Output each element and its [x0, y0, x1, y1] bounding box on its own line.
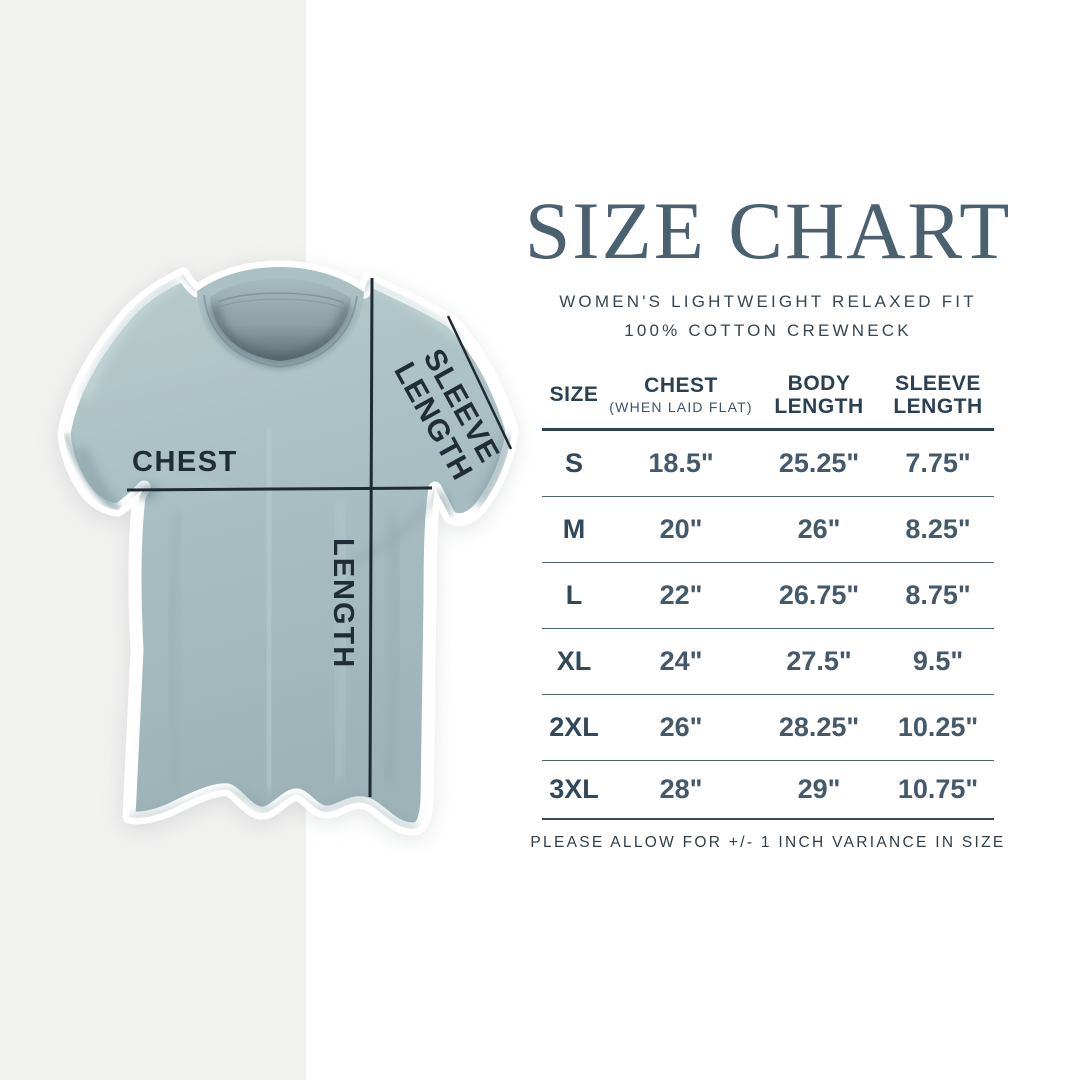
- size-cell: 2XL: [549, 712, 599, 742]
- table-row: M 20" 26" 8.25": [542, 497, 994, 563]
- chest-cell: 18.5": [648, 448, 714, 478]
- sleeve-length-cell: 10.25": [897, 712, 979, 742]
- column-header-chest: CHEST (WHEN LAID FLAT): [606, 374, 756, 415]
- size-cell: M: [562, 514, 586, 544]
- body-length-cell: 26": [797, 514, 841, 544]
- body-length-cell: 26.75": [778, 580, 860, 610]
- size-cell: L: [565, 580, 583, 610]
- body-length-cell: 28.25": [778, 712, 860, 742]
- column-header-chest-note: (WHEN LAID FLAT): [609, 399, 753, 416]
- sleeve-length-cell: 8.25": [905, 514, 971, 544]
- body-length-cell: 29": [797, 774, 841, 804]
- column-header-chest-label: CHEST: [644, 374, 718, 398]
- tshirt-outline: [57, 260, 519, 836]
- sleeve-measure-line: [446, 315, 513, 450]
- column-header-size: SIZE: [549, 383, 599, 407]
- column-header-sleeve-length: SLEEVE LENGTH: [893, 371, 983, 418]
- content-panel: SIZE CHART WOMEN'S LIGHTWEIGHT RELAXED F…: [478, 0, 1058, 852]
- chest-cell: 28": [659, 774, 703, 804]
- sleeve-length-cell: 9.5": [912, 646, 964, 676]
- chest-cell: 26": [659, 712, 703, 742]
- variance-note: PLEASE ALLOW FOR +/- 1 INCH VARIANCE IN …: [530, 834, 1006, 851]
- chest-measure-line: [126, 486, 433, 492]
- sleeve-length-cell: 8.75": [905, 580, 971, 610]
- table-row: S 18.5" 25.25" 7.75": [542, 431, 994, 497]
- length-measure-line: [368, 277, 374, 798]
- size-table: SIZE CHEST (WHEN LAID FLAT) BODY LENGTH …: [542, 367, 994, 820]
- subtitle-line2: 100% COTTON CREWNECK: [624, 321, 912, 340]
- size-cell: 3XL: [549, 774, 599, 804]
- table-header-row: SIZE CHEST (WHEN LAID FLAT) BODY LENGTH …: [542, 367, 994, 431]
- length-label: LENGTH: [327, 538, 359, 669]
- collar: [197, 267, 364, 372]
- sleeve-length-cell: 10.75": [897, 774, 979, 804]
- chest-label: CHEST: [132, 446, 238, 478]
- table-row: 2XL 26" 28.25" 10.25": [542, 695, 994, 761]
- tshirt-image: CHEST LENGTH SLEEVE LENGTH: [57, 260, 519, 836]
- table-row: XL 24" 27.5" 9.5": [542, 629, 994, 695]
- chest-cell: 20": [659, 514, 703, 544]
- column-header-body-length: BODY LENGTH: [774, 371, 864, 418]
- size-cell: S: [564, 448, 583, 478]
- table-row: L 22" 26.75" 8.75": [542, 563, 994, 629]
- page-title: SIZE CHART: [524, 185, 1012, 276]
- subtitle-line1: WOMEN'S LIGHTWEIGHT RELAXED FIT: [559, 292, 977, 311]
- table-row: 3XL 28" 29" 10.75": [542, 761, 994, 820]
- sleeve-length-cell: 7.75": [905, 448, 971, 478]
- chest-cell: 24": [659, 646, 703, 676]
- chest-cell: 22": [659, 580, 703, 610]
- body-length-cell: 27.5": [786, 646, 852, 676]
- body-length-cell: 25.25": [778, 448, 860, 478]
- size-cell: XL: [556, 646, 592, 676]
